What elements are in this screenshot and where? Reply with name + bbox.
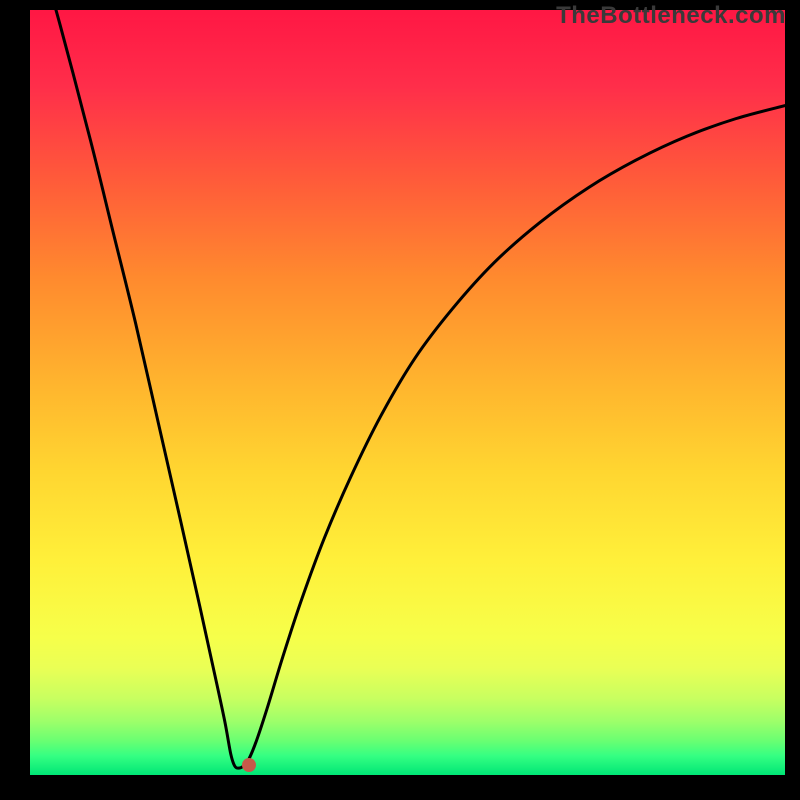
chart-container: TheBottleneck.com bbox=[0, 0, 800, 800]
watermark-text: TheBottleneck.com bbox=[556, 2, 786, 30]
bottleneck-marker bbox=[242, 758, 256, 772]
bottleneck-curve bbox=[30, 0, 785, 768]
curve-layer bbox=[0, 0, 800, 800]
